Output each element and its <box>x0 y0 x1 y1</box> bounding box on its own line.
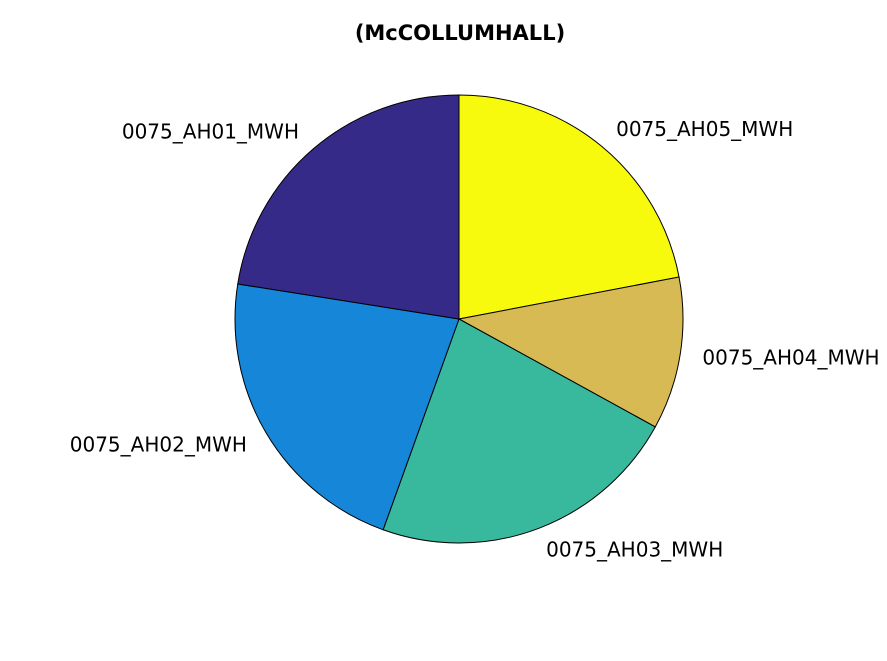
pie-slice-0075-ah02-mwh <box>234 283 460 531</box>
slice-label: 0075_AH05_MWH <box>616 117 793 141</box>
chart-title: (McCOLLUMHALL) <box>355 21 565 45</box>
slice-labels: 0075_AH05_MWH 0075_AH04_MWH 0075_AH03_MWH 0… <box>70 117 880 561</box>
slice-label: 0075_AH03_MWH <box>546 538 723 562</box>
pie-slice-0075-ah05-mwh <box>458 94 680 320</box>
slice-label: 0075_AH01_MWH <box>122 120 299 144</box>
pie-slice-0075-ah01-mwh <box>237 94 460 320</box>
pie-slice-0075-ah04-mwh <box>457 276 684 428</box>
pie-slice-0075-ah03-mwh <box>382 318 656 544</box>
slice-label: 0075_AH04_MWH <box>702 346 879 370</box>
pie-slices <box>234 94 684 544</box>
slice-label: 0075_AH02_MWH <box>70 432 247 456</box>
